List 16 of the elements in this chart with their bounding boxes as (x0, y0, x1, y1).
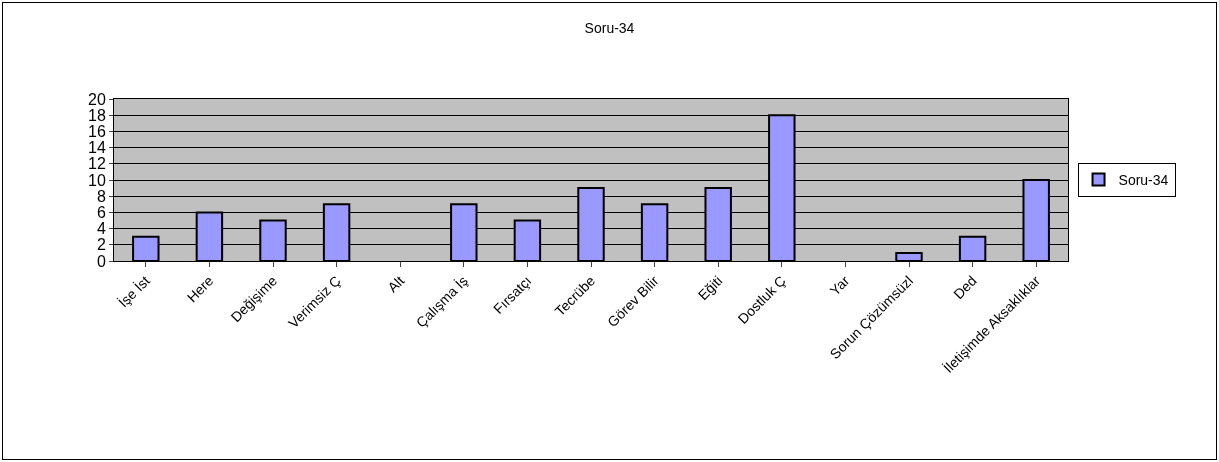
x-tick-label: Alt (384, 272, 408, 296)
y-tick-label: 14 (88, 139, 106, 157)
x-tick-label: İşe İst (114, 271, 153, 311)
x-tick-label: Yar (826, 272, 853, 299)
y-tick-label: 0 (96, 252, 106, 270)
y-tick-label: 4 (96, 220, 106, 238)
y-tick-label: 12 (88, 155, 106, 173)
chart-title: Soru-34 (584, 20, 635, 37)
y-tick-label: 10 (88, 171, 106, 189)
y-tick-label: 6 (96, 204, 106, 221)
y-tick-label: 18 (88, 106, 106, 124)
y-tick-label: 8 (96, 187, 106, 205)
y-tick-label: 20 (88, 90, 106, 108)
y-tick-label: 2 (96, 236, 106, 254)
legend-label: Soru-34 (1118, 172, 1169, 189)
y-tick-label: 16 (88, 123, 106, 140)
